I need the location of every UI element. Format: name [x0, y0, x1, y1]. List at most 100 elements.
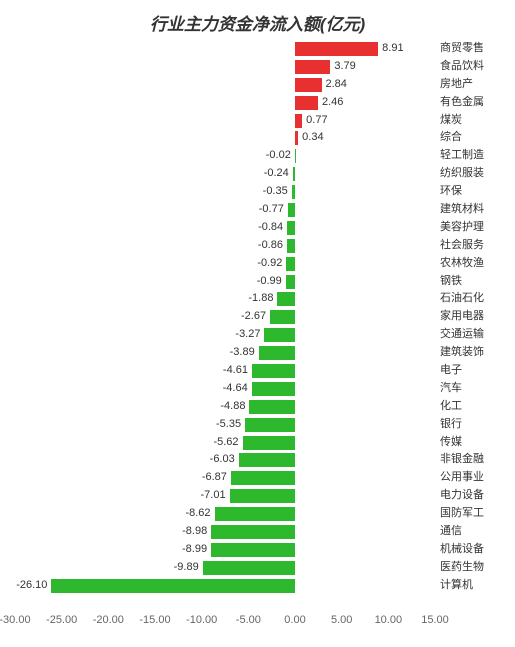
bar-row: -4.88 [15, 398, 435, 416]
bar-value-label: -8.99 [182, 541, 207, 559]
bar-row: -9.89 [15, 559, 435, 577]
category-label: 钢铁 [440, 273, 510, 291]
bar-row: -0.24 [15, 165, 435, 183]
bar-value-label: -0.24 [264, 165, 289, 183]
category-label: 电子 [440, 362, 510, 380]
bar-row: -26.10 [15, 577, 435, 595]
bar [231, 471, 295, 485]
bar [286, 275, 295, 289]
x-tick-label: 15.00 [421, 614, 449, 626]
bar-row: -8.99 [15, 541, 435, 559]
bar-value-label: -4.64 [223, 380, 248, 398]
category-label: 机械设备 [440, 541, 510, 559]
bar-value-label: 8.91 [382, 40, 403, 58]
bar [293, 167, 295, 181]
category-label: 医药生物 [440, 559, 510, 577]
bar-value-label: -7.01 [201, 487, 226, 505]
bar-row: -0.35 [15, 183, 435, 201]
x-axis: -30.00-25.00-20.00-15.00-10.00-5.000.005… [15, 614, 435, 632]
category-label: 建筑装饰 [440, 344, 510, 362]
category-label: 公用事业 [440, 469, 510, 487]
bar-row: -0.99 [15, 273, 435, 291]
category-label: 美容护理 [440, 219, 510, 237]
category-label: 轻工制造 [440, 147, 510, 165]
bar-row: -8.98 [15, 523, 435, 541]
bar [245, 418, 295, 432]
bar-value-label: -6.03 [210, 451, 235, 469]
bar-row: -0.84 [15, 219, 435, 237]
bar-value-label: -8.98 [182, 523, 207, 541]
category-labels: 商贸零售食品饮料房地产有色金属煤炭综合轻工制造纺织服装环保建筑材料美容护理社会服… [440, 40, 510, 595]
bar-value-label: -6.87 [202, 469, 227, 487]
x-tick-label: 5.00 [331, 614, 352, 626]
category-label: 综合 [440, 129, 510, 147]
bar-value-label: -9.89 [174, 559, 199, 577]
category-label: 通信 [440, 523, 510, 541]
bar-value-label: -0.92 [257, 255, 282, 273]
bar [288, 203, 295, 217]
bar-value-label: 0.34 [302, 129, 323, 147]
bar [295, 131, 298, 145]
bar [295, 96, 318, 110]
bar [252, 364, 295, 378]
category-label: 商贸零售 [440, 40, 510, 58]
category-label: 纺织服装 [440, 165, 510, 183]
bar-row: -2.67 [15, 308, 435, 326]
bar [292, 185, 295, 199]
category-label: 煤炭 [440, 112, 510, 130]
bar-value-label: 0.77 [306, 112, 327, 130]
bar-value-label: -4.88 [220, 398, 245, 416]
bar-row: -0.86 [15, 237, 435, 255]
category-label: 食品饮料 [440, 58, 510, 76]
bar [286, 257, 295, 271]
bar [259, 346, 295, 360]
category-label: 传媒 [440, 434, 510, 452]
bar-value-label: 2.46 [322, 94, 343, 112]
bar [51, 579, 295, 593]
bar [277, 292, 295, 306]
category-label: 电力设备 [440, 487, 510, 505]
bar-row: -8.62 [15, 505, 435, 523]
bar-row: -5.35 [15, 416, 435, 434]
bar-value-label: -3.89 [230, 344, 255, 362]
category-label: 家用电器 [440, 308, 510, 326]
bar [287, 221, 295, 235]
bar-value-label: -3.27 [235, 326, 260, 344]
bar [211, 543, 295, 557]
bar-row: -6.87 [15, 469, 435, 487]
category-label: 有色金属 [440, 94, 510, 112]
bar [295, 42, 378, 56]
bar-row: -0.02 [15, 147, 435, 165]
bar-value-label: -0.99 [257, 273, 282, 291]
bar-value-label: -0.35 [263, 183, 288, 201]
bar-row: -0.77 [15, 201, 435, 219]
x-tick-label: -15.00 [139, 614, 170, 626]
bar [252, 382, 295, 396]
x-tick-label: 0.00 [284, 614, 305, 626]
bar-value-label: -8.62 [185, 505, 210, 523]
bar-row: 3.79 [15, 58, 435, 76]
bar-row: -0.92 [15, 255, 435, 273]
bar [211, 525, 295, 539]
bar [295, 78, 322, 92]
bar-row: 8.91 [15, 40, 435, 58]
bar-value-label: -0.02 [266, 147, 291, 165]
bar-row: -5.62 [15, 434, 435, 452]
category-label: 汽车 [440, 380, 510, 398]
bar [264, 328, 295, 342]
bar [239, 453, 295, 467]
bar-value-label: 2.84 [326, 76, 347, 94]
bar-value-label: -0.86 [258, 237, 283, 255]
bar-row: -7.01 [15, 487, 435, 505]
bar [249, 400, 295, 414]
category-label: 非银金融 [440, 451, 510, 469]
category-label: 农林牧渔 [440, 255, 510, 273]
bar-row: -3.27 [15, 326, 435, 344]
bar [230, 489, 295, 503]
chart-title: 行业主力资金净流入额(亿元) [0, 10, 515, 35]
bar-row: 2.46 [15, 94, 435, 112]
bar-value-label: 3.79 [334, 58, 355, 76]
category-label: 计算机 [440, 577, 510, 595]
x-tick-label: 10.00 [375, 614, 403, 626]
category-label: 化工 [440, 398, 510, 416]
